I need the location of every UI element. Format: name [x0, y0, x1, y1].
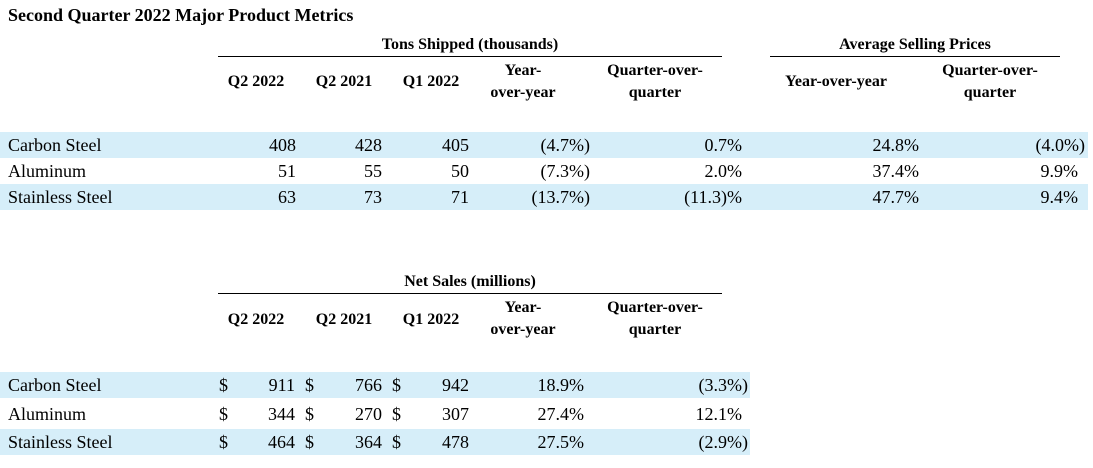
- sales-q2-2022: 464: [268, 432, 295, 452]
- product-name: Stainless Steel: [8, 432, 113, 452]
- sales-q1-2022: 478: [442, 432, 469, 452]
- product-name: Carbon Steel: [8, 135, 102, 155]
- tons-row-band: [0, 184, 1088, 210]
- tons-q2-2021: 73: [364, 187, 382, 207]
- currency-symbol: $: [305, 404, 314, 424]
- tons-shipped-group-header: Tons Shipped (thousands): [381, 36, 559, 53]
- sales-q1-2022: 942: [442, 375, 469, 395]
- tons-yoy: (4.7%): [540, 135, 590, 155]
- asp-qoq: (4.0%): [1035, 135, 1085, 155]
- col-header-qoq: Quarter-over- quarter: [590, 60, 720, 104]
- col-header-asp-qoq-line2: quarter: [963, 84, 1017, 101]
- col-header-q2-2021: Q2 2021: [315, 311, 373, 328]
- product-name: Aluminum: [8, 161, 87, 181]
- sales-row-band: [0, 372, 750, 398]
- product-name: Carbon Steel: [8, 375, 102, 395]
- sales-yoy: 18.9%: [537, 375, 585, 395]
- tons-shipped-rule: [218, 56, 722, 57]
- col-header-qoq-line1: Quarter-over-: [607, 62, 703, 79]
- col-header-yoy-line1: Year-: [504, 62, 542, 79]
- col-header-asp-yoy: Year-over-year: [785, 73, 887, 90]
- col-header-q1-2022: Q1 2022: [402, 311, 460, 328]
- asp-yoy: 24.8%: [872, 135, 920, 155]
- sales-row-band: [0, 429, 750, 455]
- col-header-yoy: Year- over-year: [478, 297, 568, 341]
- tons-qoq: 2.0%: [704, 161, 743, 181]
- col-header-q2-2022: Q2 2022: [227, 311, 285, 328]
- currency-symbol: $: [219, 432, 228, 452]
- currency-symbol: $: [219, 404, 228, 424]
- currency-symbol: $: [392, 404, 401, 424]
- page-title: Second Quarter 2022 Major Product Metric…: [8, 5, 354, 25]
- asp-yoy: 47.7%: [872, 187, 920, 207]
- tons-yoy: (13.7%): [531, 187, 590, 207]
- product-name: Stainless Steel: [8, 187, 113, 207]
- col-header-yoy-line2: over-year: [490, 84, 556, 101]
- sales-q2-2021: 364: [355, 432, 382, 452]
- col-header-yoy-line2: over-year: [490, 321, 556, 338]
- col-header-asp-qoq: Quarter-over- quarter: [920, 60, 1060, 104]
- col-header-q1-2022: Q1 2022: [402, 73, 460, 90]
- col-header-yoy: Year- over-year: [478, 60, 568, 104]
- sales-yoy: 27.5%: [537, 432, 585, 452]
- sales-qoq: (3.3%): [698, 375, 748, 395]
- tons-q2-2021: 428: [355, 135, 382, 155]
- tons-q1-2022: 50: [451, 161, 469, 181]
- sales-q1-2022: 307: [442, 404, 469, 424]
- col-header-qoq-line2: quarter: [628, 321, 682, 338]
- asp-qoq: 9.4%: [1040, 187, 1079, 207]
- sales-q2-2022: 911: [268, 375, 295, 395]
- tons-row-band: [0, 132, 1088, 158]
- asp-yoy: 37.4%: [872, 161, 920, 181]
- net-sales-rule: [218, 293, 722, 294]
- sales-q2-2021: 766: [355, 375, 382, 395]
- sales-qoq: (2.9%): [698, 432, 748, 452]
- sales-q2-2021: 270: [355, 404, 382, 424]
- sales-yoy: 27.4%: [537, 404, 585, 424]
- col-header-qoq-line1: Quarter-over-: [607, 299, 703, 316]
- currency-symbol: $: [392, 375, 401, 395]
- tons-q2-2022: 408: [269, 135, 296, 155]
- col-header-q2-2021: Q2 2021: [315, 73, 373, 90]
- net-sales-group-header: Net Sales (millions): [404, 273, 536, 290]
- col-header-asp-qoq-line1: Quarter-over-: [942, 62, 1038, 79]
- currency-symbol: $: [305, 375, 314, 395]
- currency-symbol: $: [219, 375, 228, 395]
- tons-yoy: (7.3%): [540, 161, 590, 181]
- currency-symbol: $: [392, 432, 401, 452]
- col-header-q2-2022: Q2 2022: [227, 73, 285, 90]
- tons-q2-2022: 51: [278, 161, 296, 181]
- asp-group-header: Average Selling Prices: [839, 36, 991, 53]
- tons-qoq: (11.3)%: [684, 187, 742, 207]
- col-header-qoq: Quarter-over- quarter: [590, 297, 720, 341]
- sales-qoq: 12.1%: [695, 404, 743, 424]
- tons-qoq: 0.7%: [704, 135, 743, 155]
- tons-q1-2022: 405: [442, 135, 469, 155]
- currency-symbol: $: [305, 432, 314, 452]
- col-header-qoq-line2: quarter: [628, 84, 682, 101]
- tons-q1-2022: 71: [451, 187, 469, 207]
- tons-q2-2022: 63: [278, 187, 296, 207]
- product-name: Aluminum: [8, 404, 87, 424]
- asp-qoq: 9.9%: [1040, 161, 1079, 181]
- sales-q2-2022: 344: [268, 404, 295, 424]
- col-header-yoy-line1: Year-: [504, 299, 542, 316]
- tons-q2-2021: 55: [364, 161, 382, 181]
- asp-rule: [770, 56, 1060, 57]
